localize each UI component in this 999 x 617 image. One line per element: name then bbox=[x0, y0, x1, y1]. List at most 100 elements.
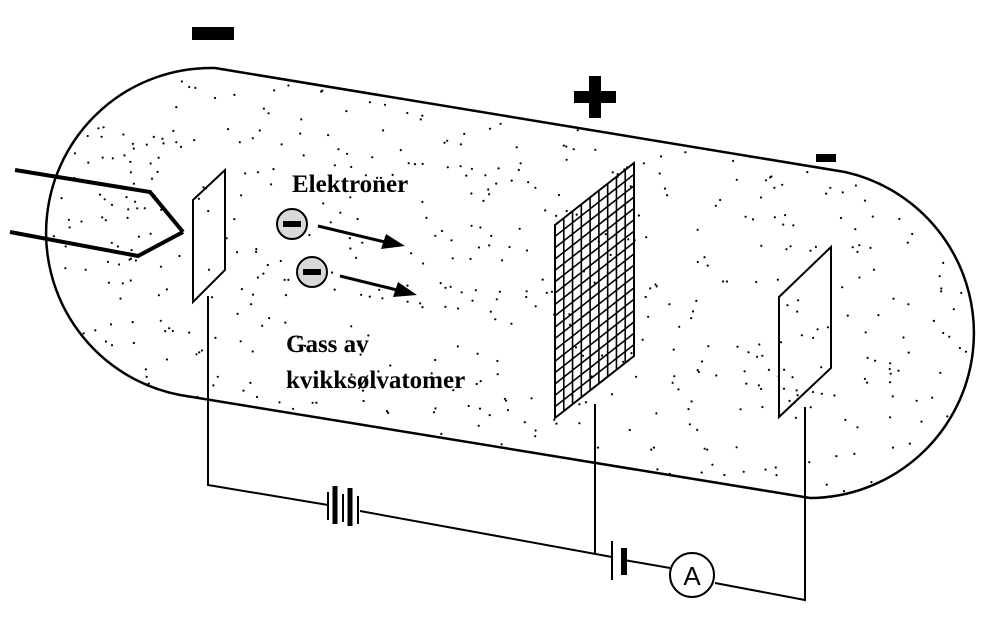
gas-dot bbox=[214, 96, 217, 100]
gas-dot bbox=[188, 331, 191, 334]
gas-dot bbox=[410, 252, 413, 255]
gas-dot bbox=[931, 396, 934, 399]
gas-dot bbox=[759, 196, 763, 199]
gas-dot bbox=[64, 267, 67, 270]
gas-dot bbox=[367, 334, 370, 337]
gas-dot bbox=[278, 401, 281, 404]
gas-dot bbox=[134, 200, 137, 203]
gas-dot bbox=[915, 399, 918, 402]
gas-dot bbox=[715, 374, 718, 377]
gas-dot bbox=[706, 448, 709, 451]
gas-dot bbox=[678, 325, 681, 328]
gas-dot bbox=[359, 353, 362, 356]
gas-dot bbox=[446, 166, 449, 169]
gas-dot bbox=[101, 216, 104, 219]
gas-dot bbox=[510, 179, 513, 182]
gas-dot bbox=[764, 179, 768, 182]
gas-dot bbox=[898, 217, 901, 221]
gas-dot bbox=[863, 199, 867, 202]
gas-dot bbox=[747, 351, 750, 354]
gas-dot bbox=[292, 407, 295, 410]
gas-dot bbox=[451, 257, 454, 260]
gas-dot bbox=[496, 359, 499, 363]
gas-dot bbox=[663, 187, 667, 190]
gas-dot bbox=[866, 381, 869, 384]
gas-atoms bbox=[52, 80, 968, 493]
gas-dot bbox=[652, 446, 656, 449]
gas-dot bbox=[349, 247, 352, 250]
gas-dot bbox=[510, 322, 513, 325]
gas-dot bbox=[604, 233, 607, 236]
gas-dot bbox=[144, 368, 147, 371]
gas-dot bbox=[701, 360, 704, 363]
gas-dot bbox=[611, 171, 614, 174]
gas-dot bbox=[601, 354, 604, 357]
gas-dot bbox=[476, 352, 479, 355]
gas-dot bbox=[244, 172, 247, 175]
gas-dot bbox=[946, 415, 949, 418]
gas-dot bbox=[256, 171, 260, 174]
wire-cathode bbox=[207, 296, 329, 506]
gas-dot bbox=[329, 221, 332, 224]
gas-dot bbox=[700, 471, 703, 474]
gas-dot bbox=[658, 172, 661, 175]
gas-dot bbox=[809, 406, 812, 409]
gas-dot bbox=[382, 129, 385, 132]
gas-dot bbox=[400, 188, 403, 191]
gas-dot bbox=[668, 472, 671, 475]
gas-dot bbox=[545, 291, 548, 294]
gas-dot bbox=[495, 182, 498, 185]
gas-dot bbox=[127, 208, 130, 211]
gas-dot bbox=[482, 199, 485, 202]
gas-dot bbox=[854, 184, 858, 187]
grid-sign bbox=[574, 76, 616, 118]
gas-dot bbox=[628, 428, 631, 432]
gas-dot bbox=[122, 133, 125, 136]
gas-dot bbox=[782, 223, 785, 226]
gas-dot bbox=[841, 286, 844, 289]
gas-dot bbox=[86, 134, 89, 138]
gas-dot bbox=[858, 276, 861, 279]
gas-dot bbox=[630, 352, 633, 355]
gas-dot bbox=[703, 447, 706, 450]
gas-dot bbox=[654, 283, 657, 286]
gas-dot bbox=[157, 294, 160, 297]
gas-dot bbox=[119, 297, 122, 300]
gas-dot bbox=[703, 256, 706, 259]
gas-dot bbox=[350, 325, 353, 328]
grid-electrode bbox=[554, 160, 635, 421]
gas-dot bbox=[808, 461, 811, 464]
gas-dot bbox=[758, 343, 761, 346]
gas-dot bbox=[739, 408, 742, 411]
gas-dot bbox=[439, 282, 442, 285]
gas-dot bbox=[644, 295, 647, 299]
gas-dot bbox=[188, 85, 191, 89]
gas-dot bbox=[284, 321, 287, 324]
gas-dot bbox=[202, 186, 205, 189]
gas-dot bbox=[406, 300, 409, 303]
gas-dot bbox=[568, 323, 572, 326]
gas-dot bbox=[784, 214, 787, 217]
gas-dot bbox=[869, 246, 872, 249]
gas-dot bbox=[145, 375, 148, 378]
gas-dot bbox=[515, 146, 518, 149]
gas-dot bbox=[853, 452, 856, 455]
gas-dot bbox=[610, 393, 614, 396]
gas-dot bbox=[864, 331, 867, 334]
gas-dot bbox=[504, 399, 508, 402]
gas-dot bbox=[171, 329, 174, 333]
gas-dot bbox=[593, 281, 596, 284]
gas-dot bbox=[134, 259, 137, 262]
gas-dot bbox=[761, 405, 764, 409]
ammeter-label: A bbox=[683, 561, 701, 591]
gas-dot bbox=[145, 143, 148, 146]
gas-dot bbox=[722, 280, 725, 283]
gas-dot bbox=[534, 186, 537, 189]
gas-dot bbox=[379, 176, 382, 179]
gas-dot bbox=[107, 281, 110, 284]
gas-dot bbox=[690, 400, 693, 403]
gas-dot bbox=[131, 142, 134, 145]
gas-dot bbox=[361, 389, 365, 392]
cell-icon bbox=[611, 541, 627, 580]
gas-dot bbox=[262, 272, 265, 275]
